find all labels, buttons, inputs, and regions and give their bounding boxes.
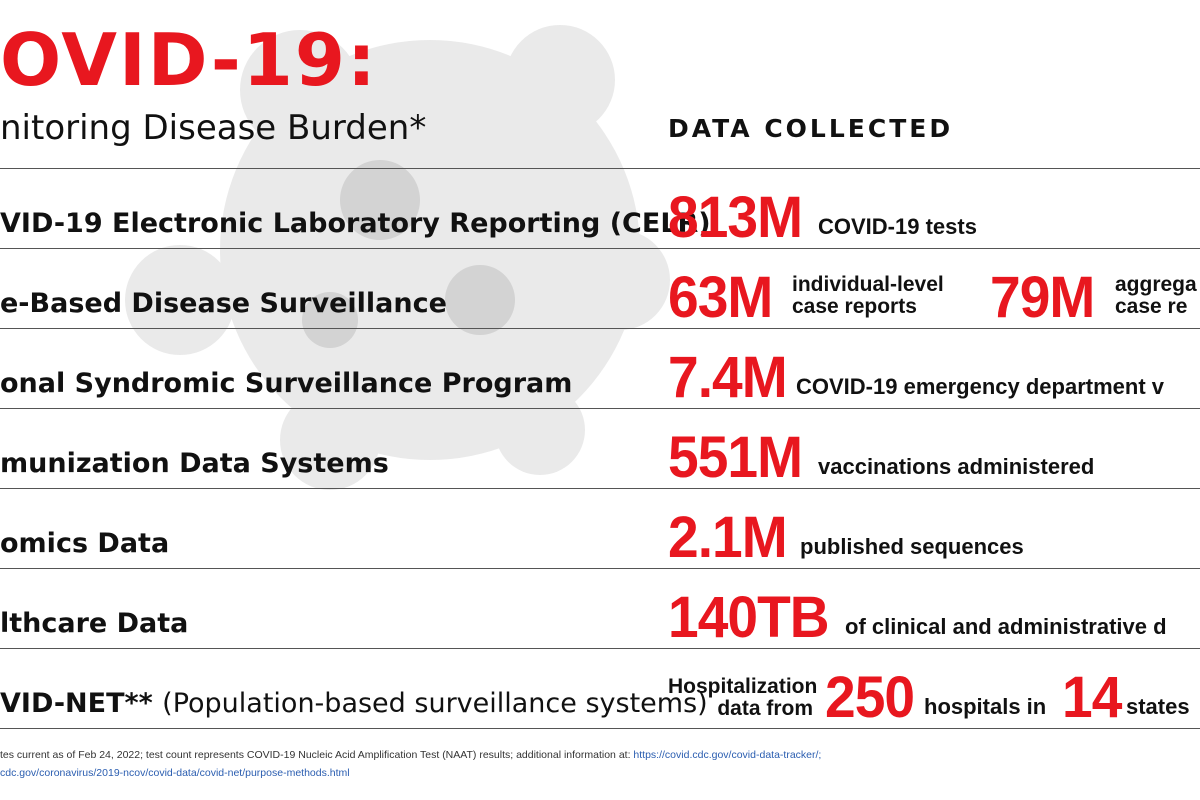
system-name: munization Data Systems xyxy=(0,448,389,479)
figure-note: aggrega case re xyxy=(1115,274,1197,318)
figure: 14 xyxy=(1062,665,1122,730)
note-line: case reports xyxy=(792,295,917,318)
separator xyxy=(0,568,1200,569)
figure: 551M xyxy=(668,425,803,490)
footnote: cdc.gov/coronavirus/2019-ncov/covid-data… xyxy=(0,767,350,779)
separator xyxy=(0,408,1200,409)
figure: 63M xyxy=(668,265,773,330)
figure-note: COVID-19 emergency department v xyxy=(796,374,1165,399)
system-name: omics Data xyxy=(0,528,170,559)
system-name: e-Based Disease Surveillance xyxy=(0,288,447,319)
figure-note: COVID-19 tests xyxy=(818,214,977,239)
figure-note: Hospitalization data from xyxy=(668,675,818,720)
system-name: VID-NET** (Population-based surveillance… xyxy=(0,688,708,719)
note-line: individual-level xyxy=(792,273,944,296)
column-heading: DATA COLLECTED xyxy=(668,114,954,143)
figure: 140TB xyxy=(668,585,830,650)
figure-note: published sequences xyxy=(800,534,1024,559)
figure: 250 xyxy=(825,665,915,730)
note-line: Hospitalization xyxy=(668,675,818,698)
footnote: tes current as of Feb 24, 2022; test cou… xyxy=(0,749,821,761)
footnote-link[interactable]: https://covid.cdc.gov/covid-data-tracker… xyxy=(630,749,822,761)
separator xyxy=(0,728,1200,729)
system-detail: (Population-based surveillance systems) xyxy=(162,688,708,719)
separator xyxy=(0,488,1200,489)
figure: 7.4M xyxy=(668,345,788,410)
subtitle: nitoring Disease Burden* xyxy=(0,108,427,148)
footnote-text: tes current as of Feb 24, 2022; test cou… xyxy=(0,749,631,761)
system-name: VID-19 Electronic Laboratory Reporting (… xyxy=(0,208,711,239)
figure-note: of clinical and administrative d xyxy=(845,614,1167,639)
title: OVID-19: xyxy=(0,18,378,102)
figure-note: vaccinations administered xyxy=(818,454,1095,479)
note-line: aggrega xyxy=(1115,273,1197,296)
separator xyxy=(0,168,1200,169)
note-line: data from xyxy=(717,697,813,720)
note-line: case re xyxy=(1115,295,1188,318)
separator xyxy=(0,328,1200,329)
system-name: lthcare Data xyxy=(0,608,189,639)
figure: 79M xyxy=(990,265,1095,330)
figure: 813M xyxy=(668,185,803,250)
figure-note: individual-level case reports xyxy=(792,274,944,318)
figure-note: hospitals in xyxy=(924,694,1047,719)
figure-note: states xyxy=(1126,694,1190,719)
separator xyxy=(0,248,1200,249)
footnote-link[interactable]: cdc.gov/coronavirus/2019-ncov/covid-data… xyxy=(0,767,350,779)
system-name: onal Syndromic Surveillance Program xyxy=(0,368,573,399)
figure: 2.1M xyxy=(668,505,788,570)
system-name-main: VID-NET** xyxy=(0,688,153,719)
separator xyxy=(0,648,1200,649)
